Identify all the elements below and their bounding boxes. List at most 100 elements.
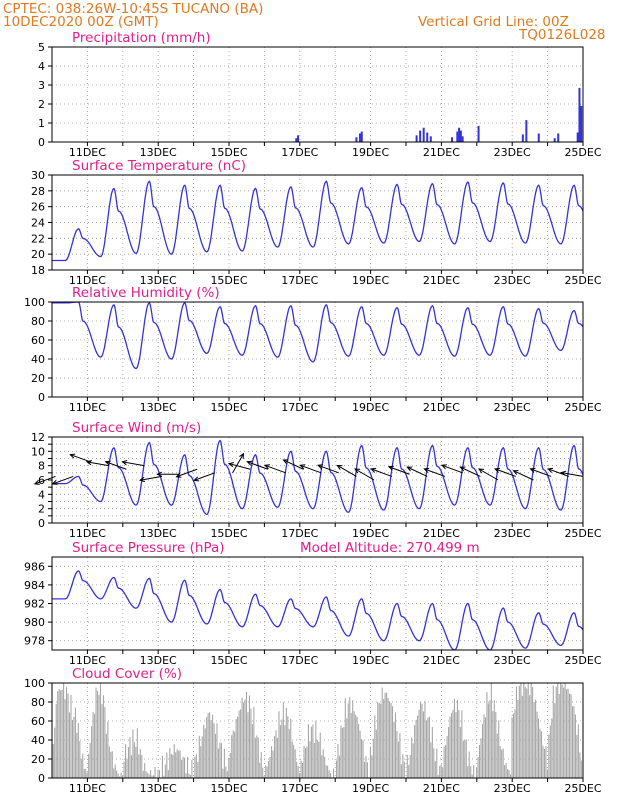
cloud-bar [57, 691, 59, 778]
cloud-bar [409, 754, 411, 778]
cloud-bar [235, 718, 237, 778]
wind-arrow-head [227, 462, 234, 468]
cloud-bar [389, 701, 391, 778]
cloud-bar [184, 757, 186, 778]
x-tick-label: 13DEC [140, 401, 177, 414]
cloud-bar [243, 702, 245, 778]
wind-arrow [424, 468, 446, 477]
y-tick-label: 5 [38, 41, 45, 54]
cloud-bar [216, 723, 218, 778]
cloud-bar [74, 707, 76, 778]
cloud-bar [200, 746, 202, 778]
y-tick-label: 0 [38, 391, 45, 404]
cloud-bar [110, 751, 112, 778]
cloud-bar [453, 699, 456, 778]
cloud-bar [85, 768, 87, 778]
cloud-bar [148, 774, 150, 778]
cloud-bar [254, 737, 256, 778]
cloud-bar [473, 765, 475, 778]
cloud-bar [83, 768, 85, 778]
cloud-bar [386, 692, 388, 778]
cloud-bar [341, 727, 343, 778]
cloud-bar [338, 755, 340, 778]
cloud-bar [219, 742, 221, 778]
cloud-bar [449, 716, 451, 778]
wind-arrow-head [477, 468, 485, 474]
cloud-bar [561, 684, 563, 778]
cloud-bar [427, 717, 429, 778]
cloud-bar [414, 725, 416, 778]
x-tick-label: 25DEC [564, 527, 601, 540]
cloud-bar [158, 770, 161, 778]
cloud-bar [515, 686, 517, 778]
cloud-bar [141, 755, 143, 778]
cloud-bar [126, 758, 128, 778]
cloud-bar [465, 739, 467, 778]
cloud-bar [340, 725, 342, 778]
cloud-bar [430, 742, 432, 778]
cloud-bar [446, 735, 448, 778]
plot-frame [51, 301, 584, 398]
cloud-bar [450, 713, 453, 778]
cloud-bar [489, 700, 491, 778]
cloud-bar [256, 735, 258, 778]
cloud-bar [400, 764, 402, 778]
cloud-bar [448, 727, 450, 778]
cloud-bar [319, 732, 321, 778]
cloud-bar [198, 735, 200, 778]
cloud-bar [251, 724, 253, 778]
cloud-bar [76, 732, 78, 778]
cloud-bar [408, 764, 410, 778]
y-tick-label: 22 [31, 232, 45, 245]
cloud-bar [501, 749, 503, 778]
wind-arrow-head [104, 460, 111, 466]
cloud-bar [560, 683, 562, 778]
cloud-bar [504, 765, 506, 778]
cloud-bar [307, 724, 309, 778]
cloud-bar [390, 702, 392, 778]
cloud-bar [272, 750, 274, 778]
cloud-bar [111, 751, 113, 778]
cloud-bar [434, 761, 436, 778]
cloud-bar [402, 754, 404, 778]
cloud-bar [244, 699, 246, 778]
cloud-bar [79, 741, 81, 778]
cloud-bar [232, 730, 234, 778]
wind-arrow [283, 459, 304, 470]
cloud-bar [468, 751, 470, 778]
panel-annotation: Model Altitude: 270.499 m [300, 540, 480, 556]
cloud-bar [262, 767, 264, 778]
cloud-bar [554, 703, 556, 778]
y-tick-label: 986 [24, 560, 45, 573]
cloud-bar [365, 756, 367, 778]
cloud-bar [462, 740, 464, 778]
cloud-bar [564, 683, 566, 778]
cloud-bar [170, 753, 172, 778]
header-run-id: TQ0126L028 [519, 27, 606, 43]
cloud-bar [372, 738, 374, 778]
precip-bar [295, 138, 298, 142]
precip-bar [297, 135, 300, 142]
precip-bar [461, 136, 464, 142]
cloud-bar [52, 744, 54, 778]
cloud-bar [153, 775, 155, 778]
cloud-bar [576, 734, 578, 778]
wind-arrow-head [121, 460, 128, 466]
cloud-bar [288, 729, 290, 778]
cloud-bar [443, 746, 445, 778]
cloud-bar [63, 683, 65, 778]
cloud-bar [92, 711, 94, 778]
cloud-bar [439, 765, 441, 778]
cloud-bar [344, 698, 346, 778]
x-tick-label: 13DEC [140, 274, 177, 287]
wind-arrow-head [239, 452, 245, 459]
cloud-bar [279, 725, 281, 778]
cloud-bar [129, 737, 131, 778]
cloud-bar [116, 770, 118, 778]
x-tick-label: 13DEC [140, 782, 177, 795]
cloud-bar [253, 706, 255, 778]
wind-arrow-head [406, 466, 413, 472]
cloud-bar [548, 734, 550, 778]
